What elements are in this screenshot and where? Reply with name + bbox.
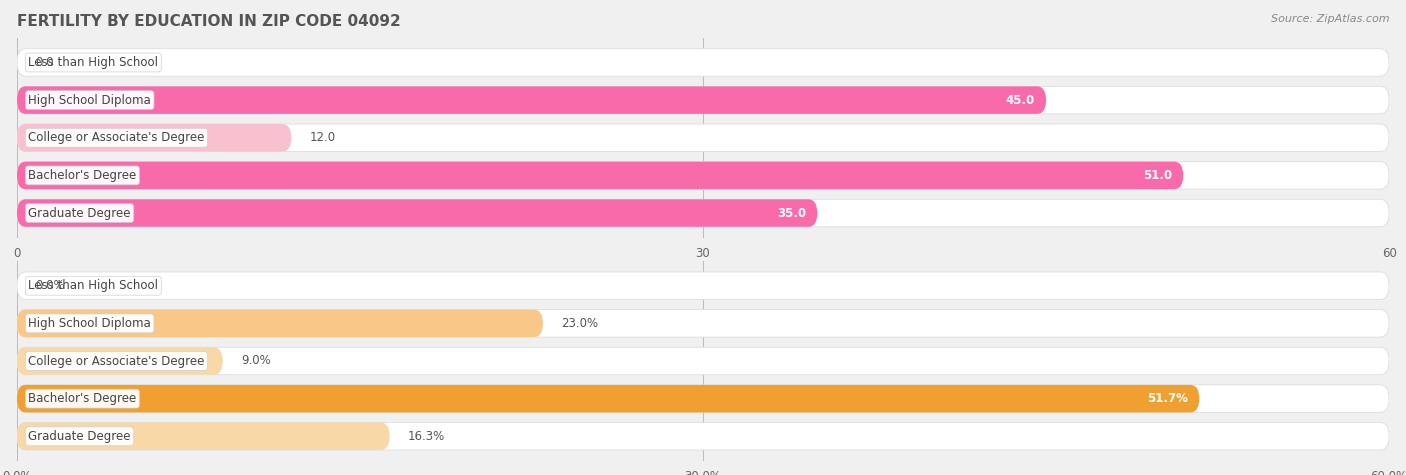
Text: 35.0: 35.0	[776, 207, 806, 219]
Text: Less than High School: Less than High School	[28, 56, 159, 69]
FancyBboxPatch shape	[17, 200, 1389, 227]
FancyBboxPatch shape	[17, 310, 1389, 337]
FancyBboxPatch shape	[17, 423, 389, 450]
Text: High School Diploma: High School Diploma	[28, 94, 150, 106]
FancyBboxPatch shape	[17, 162, 1389, 189]
Text: FERTILITY BY EDUCATION IN ZIP CODE 04092: FERTILITY BY EDUCATION IN ZIP CODE 04092	[17, 14, 401, 29]
FancyBboxPatch shape	[17, 49, 1389, 76]
FancyBboxPatch shape	[17, 200, 817, 227]
FancyBboxPatch shape	[17, 347, 222, 375]
Text: Graduate Degree: Graduate Degree	[28, 207, 131, 219]
Text: 16.3%: 16.3%	[408, 430, 446, 443]
FancyBboxPatch shape	[17, 310, 543, 337]
FancyBboxPatch shape	[17, 162, 1184, 189]
Text: Bachelor's Degree: Bachelor's Degree	[28, 392, 136, 405]
Text: College or Associate's Degree: College or Associate's Degree	[28, 354, 205, 368]
FancyBboxPatch shape	[17, 124, 1389, 152]
FancyBboxPatch shape	[17, 423, 1389, 450]
Text: 51.0: 51.0	[1143, 169, 1171, 182]
Text: 45.0: 45.0	[1005, 94, 1035, 106]
FancyBboxPatch shape	[17, 86, 1046, 114]
Text: 0.0%: 0.0%	[35, 279, 65, 292]
Text: College or Associate's Degree: College or Associate's Degree	[28, 131, 205, 144]
Text: 51.7%: 51.7%	[1147, 392, 1188, 405]
Text: Bachelor's Degree: Bachelor's Degree	[28, 169, 136, 182]
FancyBboxPatch shape	[17, 86, 1389, 114]
Text: 23.0%: 23.0%	[561, 317, 599, 330]
Text: Source: ZipAtlas.com: Source: ZipAtlas.com	[1271, 14, 1389, 24]
Text: Graduate Degree: Graduate Degree	[28, 430, 131, 443]
FancyBboxPatch shape	[17, 385, 1199, 412]
FancyBboxPatch shape	[17, 347, 1389, 375]
Text: 12.0: 12.0	[309, 131, 336, 144]
FancyBboxPatch shape	[17, 385, 1389, 412]
Text: 9.0%: 9.0%	[240, 354, 271, 368]
Text: Less than High School: Less than High School	[28, 279, 159, 292]
Text: High School Diploma: High School Diploma	[28, 317, 150, 330]
FancyBboxPatch shape	[17, 124, 291, 152]
Text: 0.0: 0.0	[35, 56, 53, 69]
FancyBboxPatch shape	[17, 272, 1389, 299]
